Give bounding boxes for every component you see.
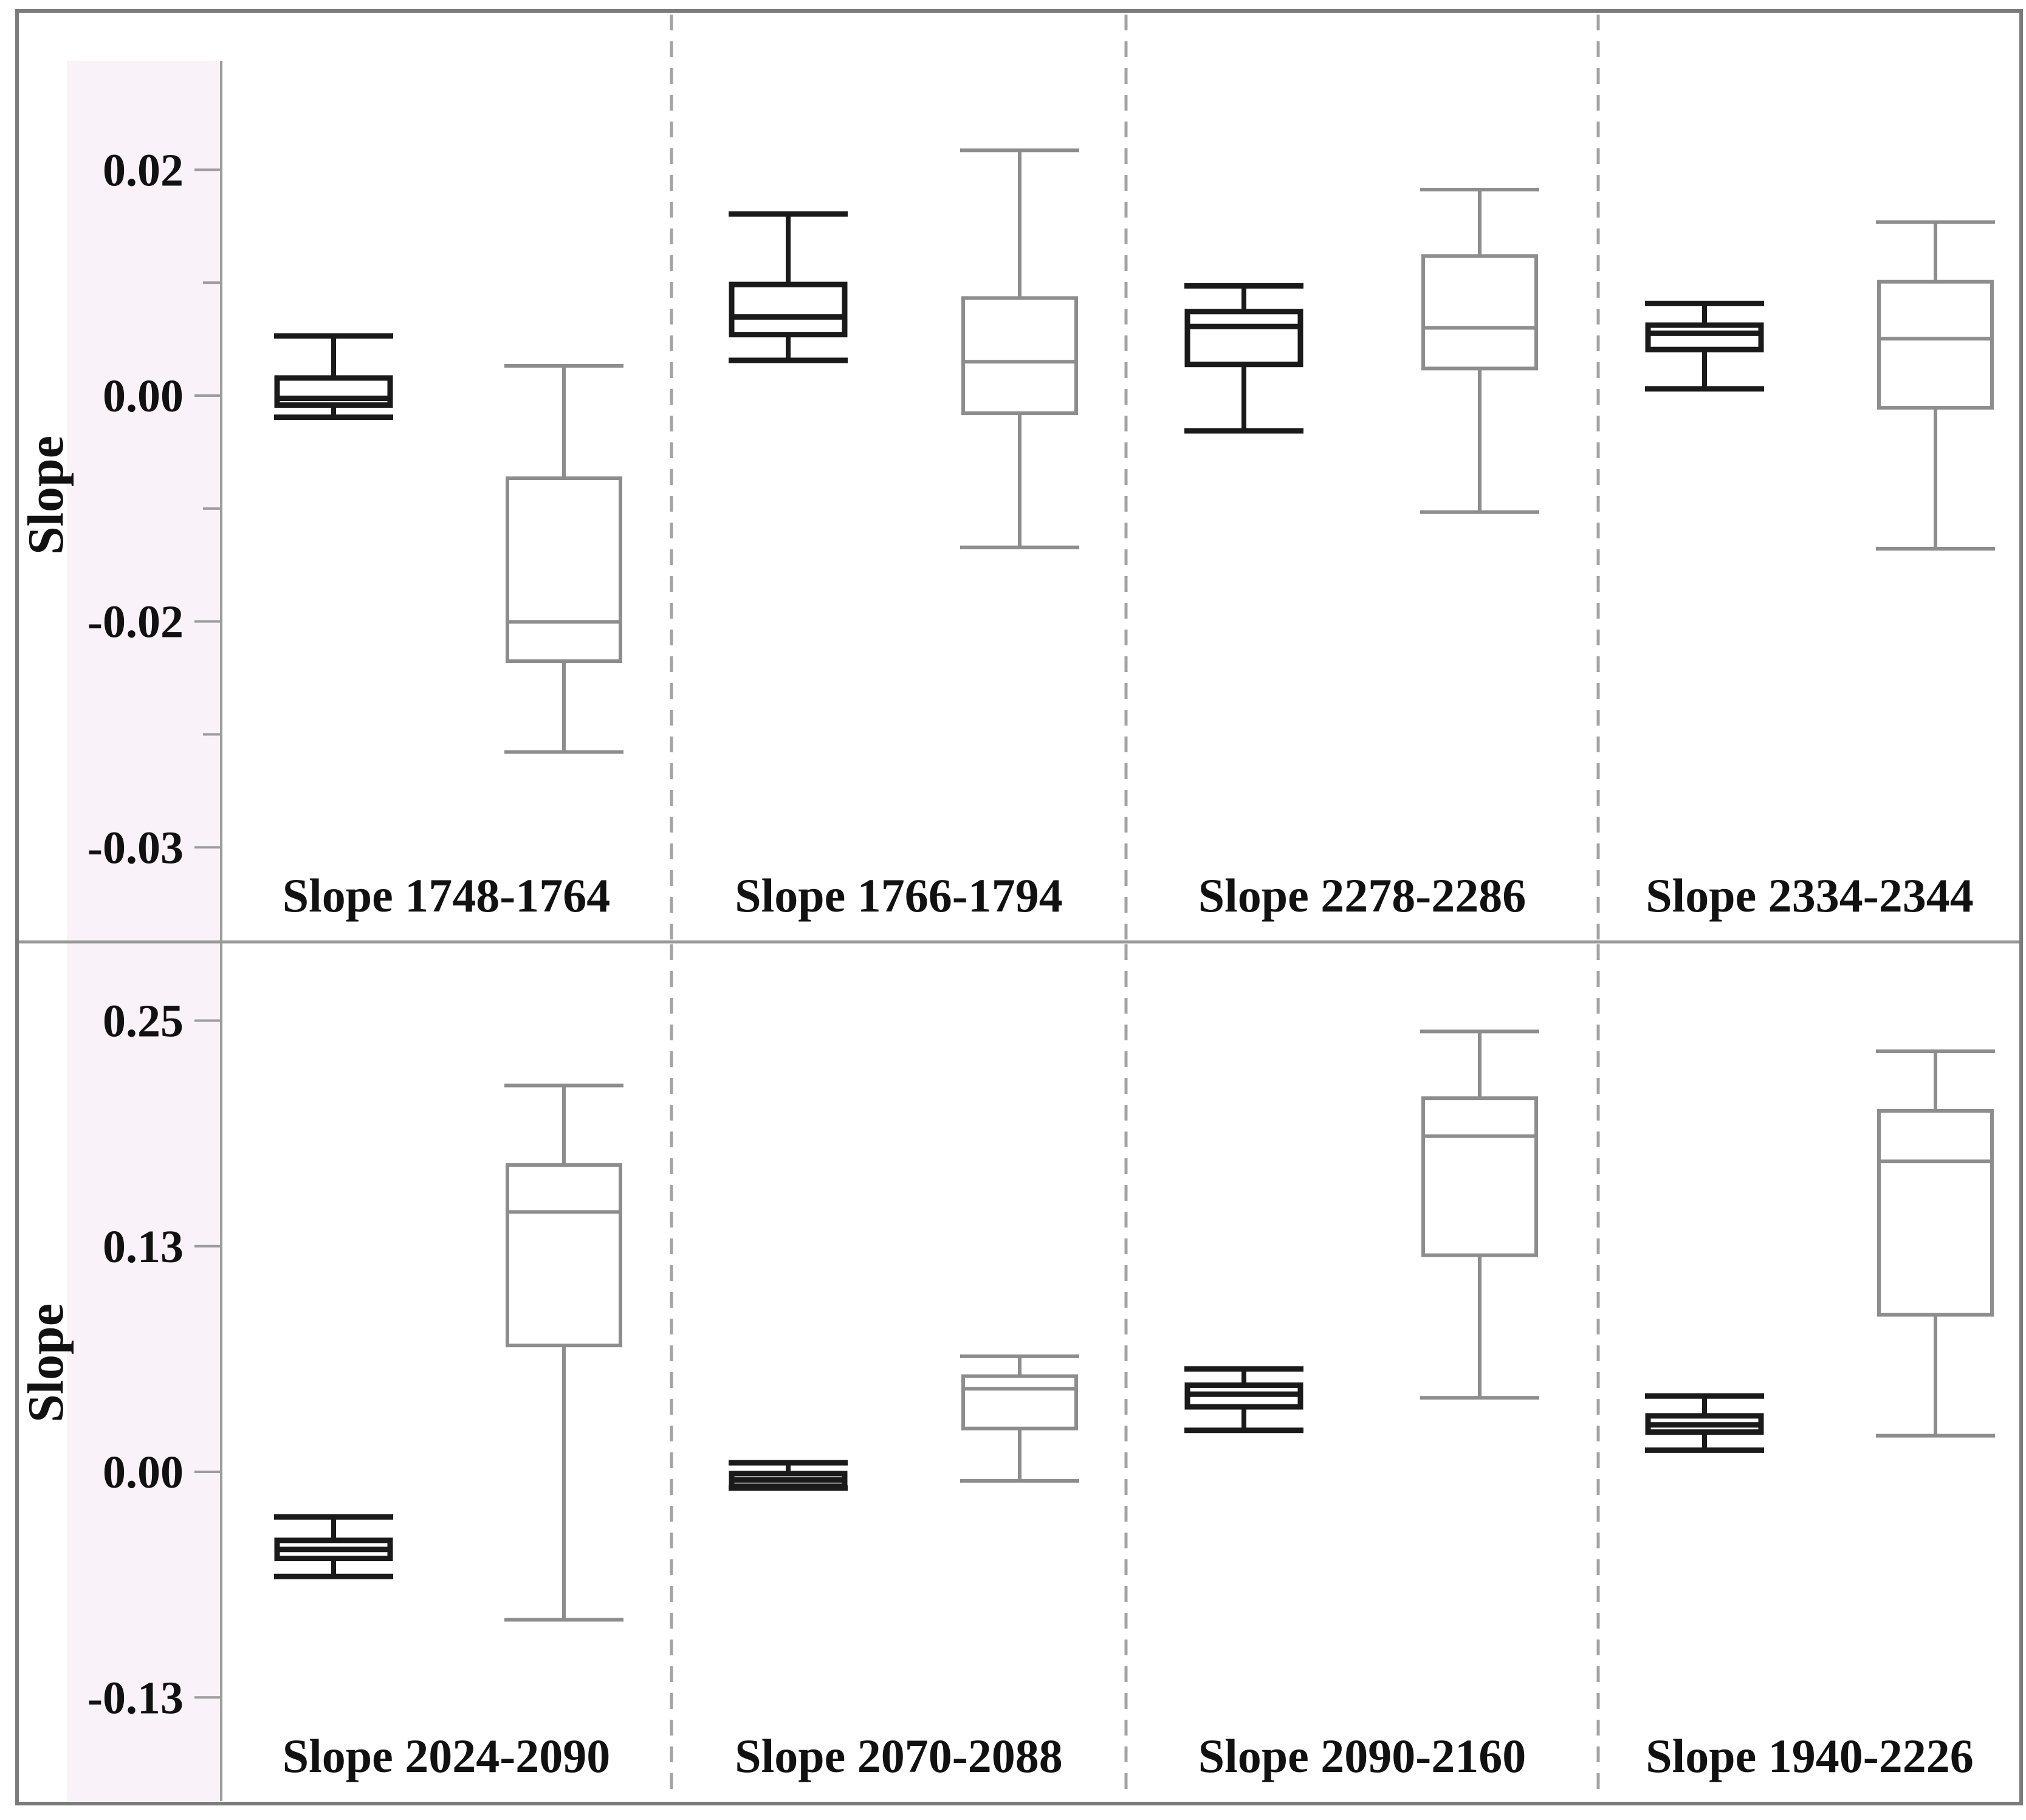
boxplot-gray	[1876, 220, 1995, 551]
panel-label: Slope 2070-2088	[735, 1729, 1063, 1782]
iqr-box	[1421, 254, 1538, 371]
y-tick-label: 0.25	[103, 996, 184, 1047]
y-tick-label: 0.13	[103, 1221, 184, 1272]
y-axis-title: Slope	[18, 1303, 74, 1423]
y-tick-label: -0.02	[88, 597, 184, 648]
boxplot-dark	[729, 1460, 848, 1491]
panel-label: Slope 1766-1794	[735, 869, 1063, 922]
iqr-box	[1645, 322, 1764, 352]
iqr-box	[1184, 309, 1303, 368]
y-tick-label: 0.02	[103, 145, 184, 196]
boxplot-dark	[1645, 1393, 1764, 1453]
boxplot-dark	[274, 333, 393, 421]
iqr-box	[1877, 280, 1994, 410]
iqr-box	[961, 1374, 1078, 1430]
boxplot-gray	[504, 1083, 623, 1622]
boxplot-gray	[1420, 1029, 1539, 1400]
boxplot-gray	[960, 1354, 1079, 1483]
iqr-box	[729, 281, 848, 338]
panel-label: Slope 2334-2344	[1646, 869, 1974, 922]
boxplot-gray	[504, 363, 623, 754]
iqr-box	[506, 476, 622, 664]
panel-label: Slope 1940-2226	[1646, 1729, 1974, 1782]
boxplot-dark	[1184, 283, 1303, 434]
panel-label: Slope 2024-2090	[283, 1729, 611, 1782]
y-tick-label: -0.03	[88, 822, 184, 873]
iqr-box	[961, 296, 1078, 415]
boxplot-dark	[1184, 1366, 1303, 1434]
iqr-box	[1421, 1096, 1538, 1257]
panel-label: Slope 2278-2286	[1198, 869, 1526, 922]
boxplot-gray	[960, 148, 1079, 549]
y-tick-label: 0.00	[103, 371, 184, 422]
iqr-box	[1877, 1109, 1994, 1317]
boxplot-dark	[729, 211, 848, 363]
panel-label: Slope 1748-1764	[283, 869, 611, 922]
y-axis-title: Slope	[18, 436, 74, 555]
y-tick-label: -0.13	[88, 1672, 184, 1723]
y-tick-label: 0.00	[103, 1447, 184, 1498]
panel-label: Slope 2090-2160	[1198, 1729, 1526, 1782]
y-axis-band	[67, 61, 221, 1801]
boxplot-gray	[1876, 1049, 1995, 1438]
figure-border	[15, 9, 2023, 1805]
boxplot-dark	[274, 1514, 393, 1579]
iqr-box	[506, 1163, 622, 1348]
boxplot-gray	[1420, 188, 1539, 514]
boxplot-dark	[1645, 300, 1764, 392]
